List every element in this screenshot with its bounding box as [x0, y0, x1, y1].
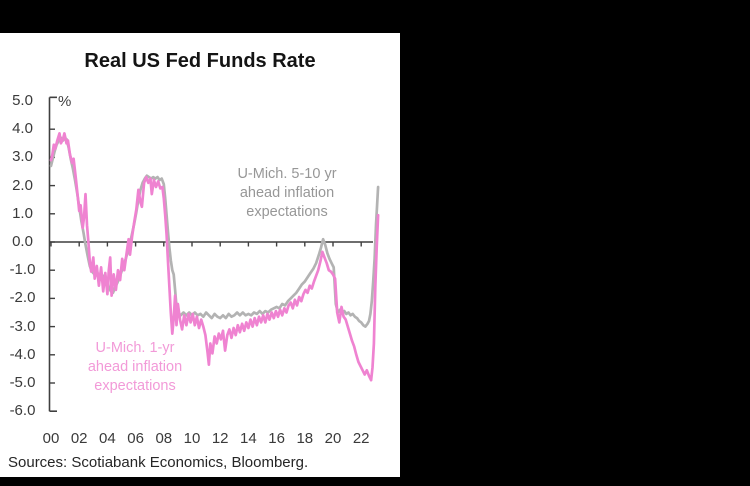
x-tick-label: 02 — [70, 430, 88, 447]
y-axis-unit-label: % — [58, 93, 72, 110]
y-tick-label: -3.0 — [9, 317, 36, 335]
x-tick-label: 14 — [240, 430, 257, 447]
x-tick-label: 00 — [42, 430, 60, 447]
series-line-1yr — [49, 132, 380, 382]
y-tick-label: 4.0 — [12, 120, 33, 138]
y-tick-label: 0.0 — [12, 233, 33, 250]
x-tick-label: 20 — [324, 430, 342, 447]
y-tick-label: 2.0 — [12, 176, 33, 194]
y-tick-label: -4.0 — [9, 345, 36, 363]
series-label-5-10yr-expectations: U-Mich. 5-10 yr ahead inflation expectat… — [237, 166, 337, 220]
x-tick-label: 22 — [352, 430, 370, 447]
chart-title: Real US Fed Funds Rate — [84, 50, 316, 72]
series-label-1yr-expectations: U-Mich. 1-yr ahead inflation expectation… — [87, 340, 183, 394]
y-tick-label: 3.0 — [12, 148, 33, 166]
x-tick-label: 06 — [127, 430, 144, 447]
x-tick-label: 18 — [296, 430, 314, 447]
x-tick-label: 04 — [99, 430, 116, 447]
x-tick-label: 10 — [183, 430, 201, 447]
y-tick-label: 5.0 — [12, 92, 33, 109]
x-tick-label: 16 — [268, 430, 285, 447]
x-tick-label: 08 — [155, 430, 173, 447]
x-tick-label: 12 — [211, 430, 229, 447]
chart-panel: Real US Fed Funds Rate % 5.0 4.0 3.0 2.0 1.0… — [0, 33, 400, 477]
plot-area — [48, 96, 380, 413]
y-tick-label: -2.0 — [9, 289, 36, 307]
y-tick-label: 1.0 — [12, 204, 33, 222]
y-tick-label: -1.0 — [9, 261, 36, 279]
y-tick-label: -6.0 — [9, 402, 36, 420]
sources-note: Sources: Scotiabank Economics, Bloomberg… — [8, 454, 309, 471]
y-tick-label: -5.0 — [9, 374, 36, 391]
